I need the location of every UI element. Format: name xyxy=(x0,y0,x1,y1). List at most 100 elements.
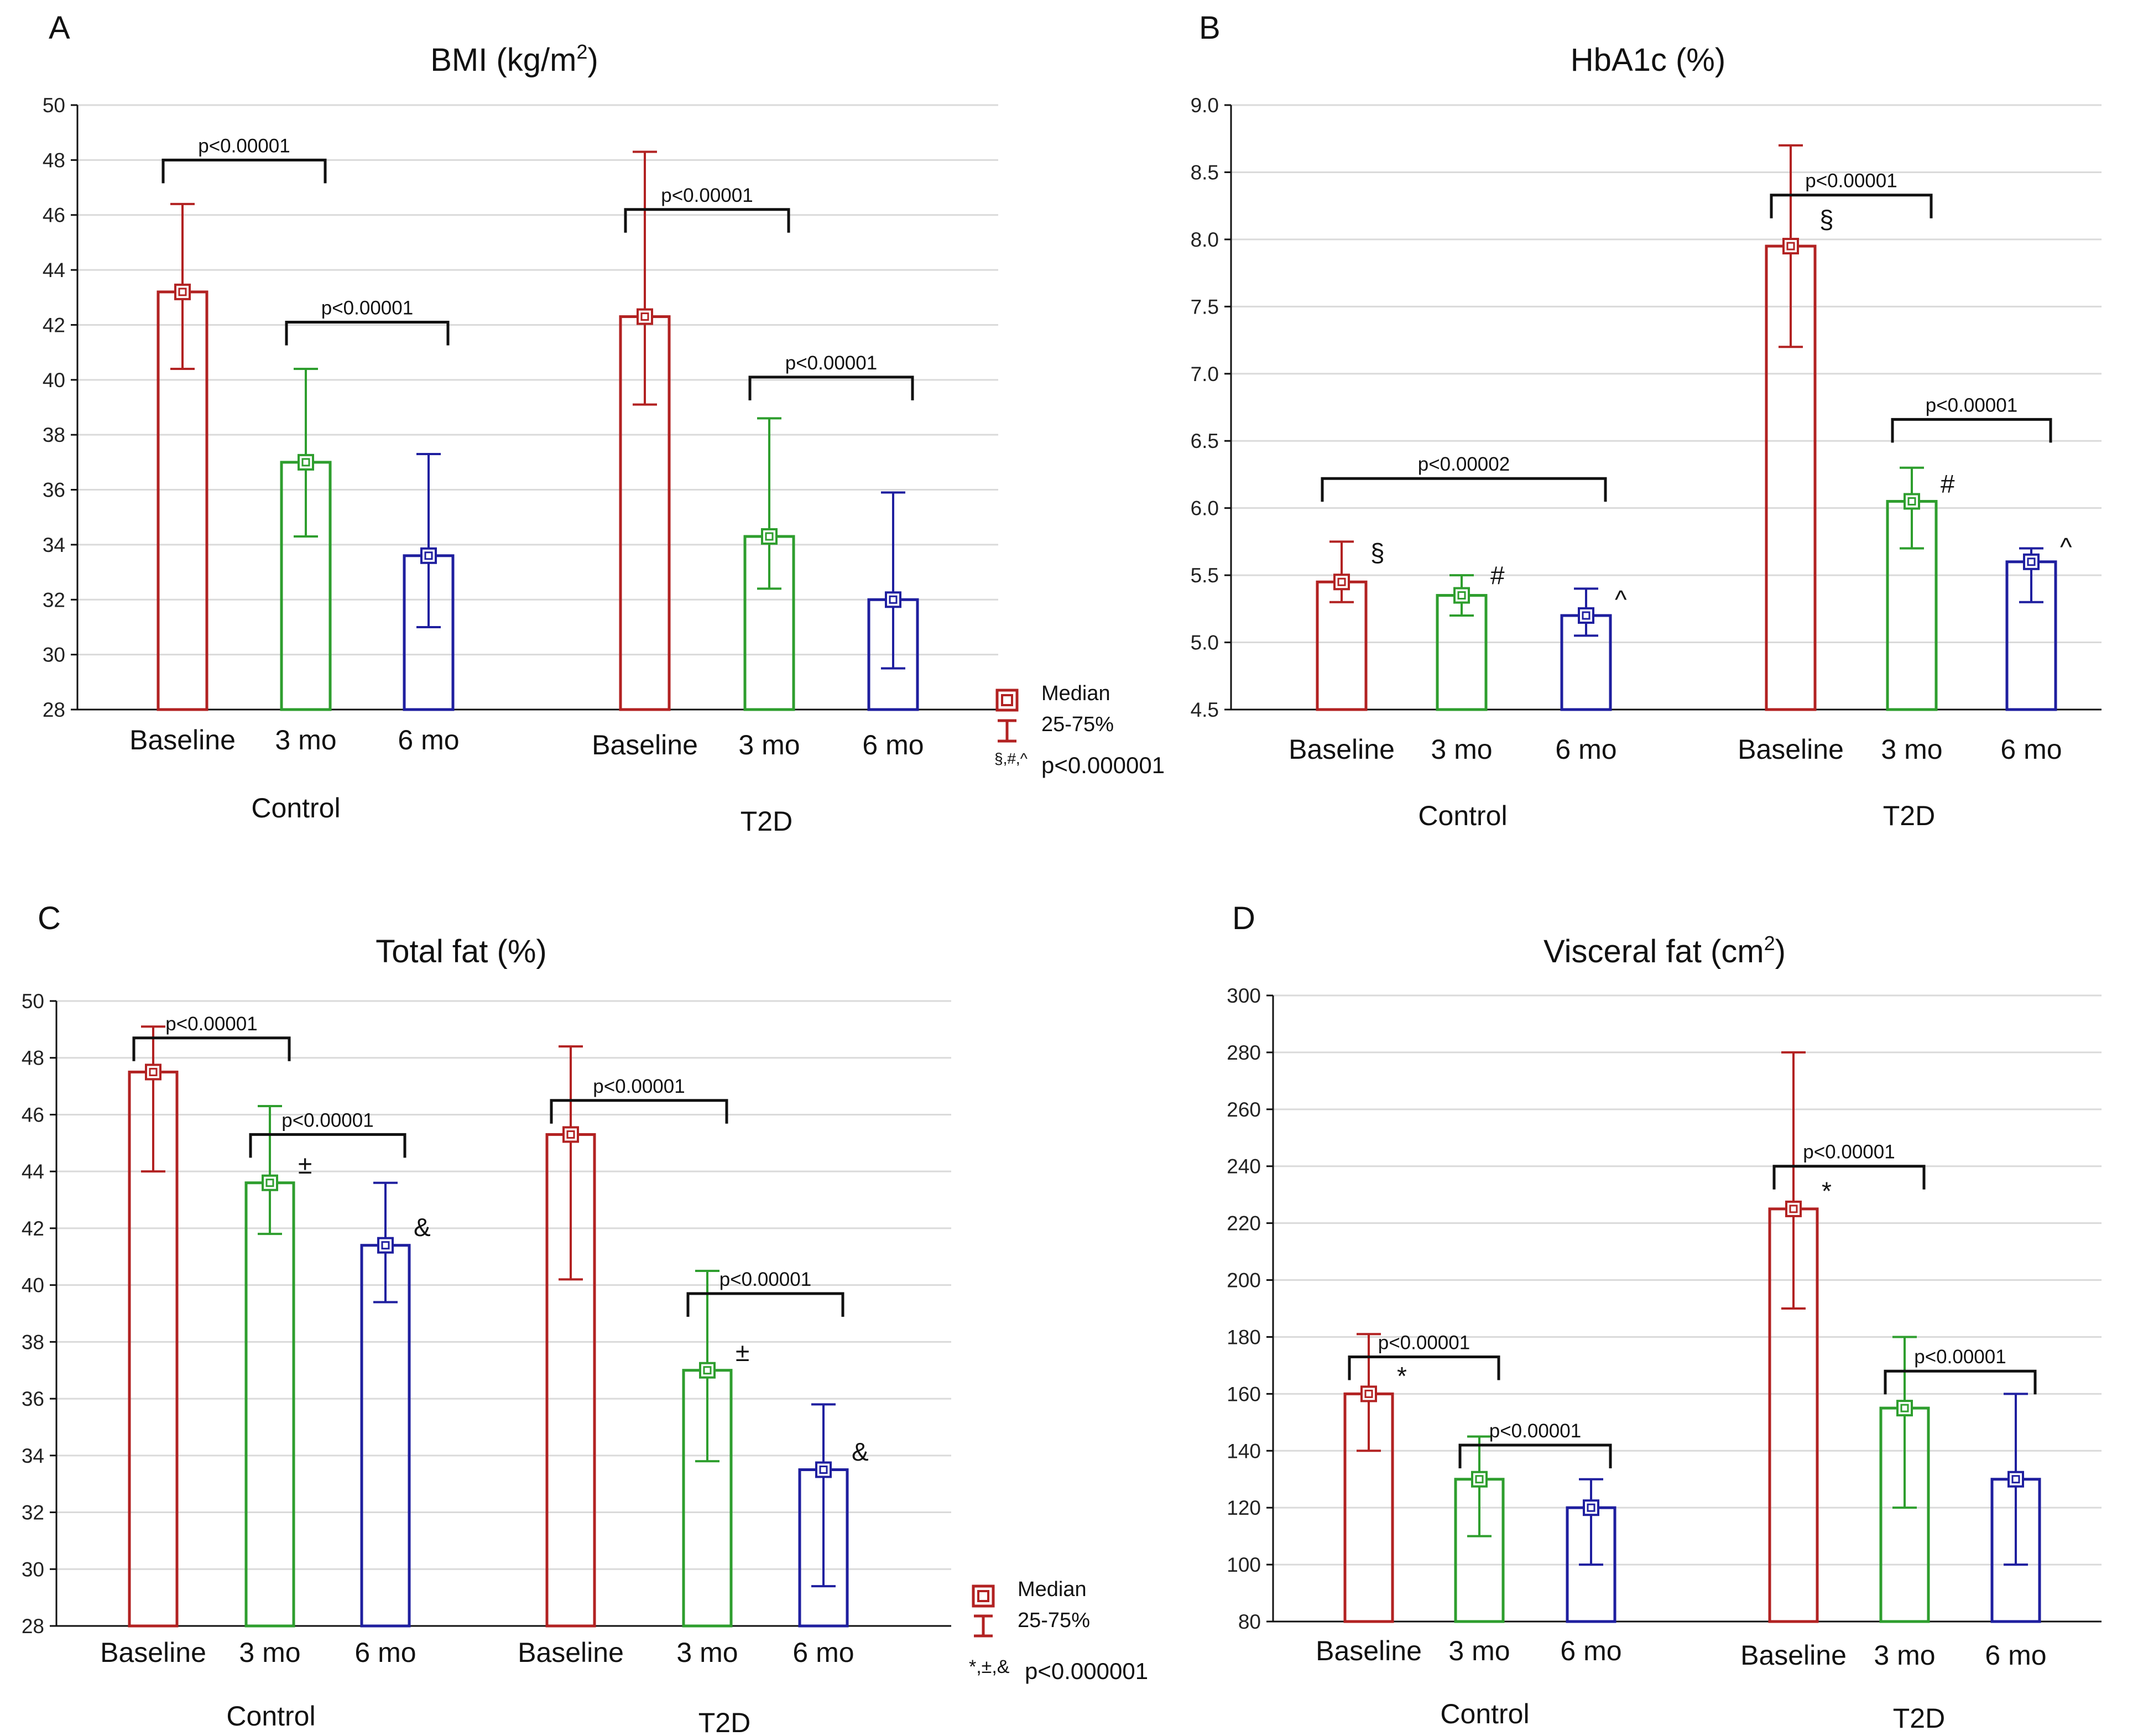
panel-title-main: HbA1c (%) xyxy=(1571,42,1725,78)
significance-bracket xyxy=(1348,1355,1500,1380)
category-label: 3 mo xyxy=(239,1637,300,1668)
group-label: T2D xyxy=(1883,800,1935,831)
y-tick-label: 44 xyxy=(22,1160,44,1183)
significance-bracket xyxy=(132,1036,291,1061)
category-label: 6 mo xyxy=(2000,734,2062,765)
p-value-label: p<0.00002 xyxy=(1418,453,1510,475)
y-tick-label: 300 xyxy=(1227,984,1261,1007)
p-value-label: p<0.00001 xyxy=(1926,394,2017,416)
p-value-label: p<0.00001 xyxy=(281,1109,373,1131)
median-marker xyxy=(885,591,901,608)
category-label: 3 mo xyxy=(676,1637,738,1668)
median-marker xyxy=(1578,607,1594,624)
y-tick-label: 30 xyxy=(43,644,65,666)
y-tick-label: 48 xyxy=(43,149,65,171)
significance-marker: # xyxy=(1941,470,1955,498)
group-label: T2D xyxy=(741,806,792,837)
y-tick-label: 8.0 xyxy=(1191,228,1219,251)
y-tick-label: 200 xyxy=(1227,1269,1261,1292)
median-marker-inner xyxy=(765,532,774,541)
median-marker-inner xyxy=(703,1366,712,1375)
y-tick-label: 100 xyxy=(1227,1553,1261,1576)
significance-marker: ^ xyxy=(2060,533,2072,561)
p-value-label: p<0.00001 xyxy=(321,297,413,319)
significance-bracket xyxy=(249,1133,406,1158)
y-tick-label: 40 xyxy=(22,1274,44,1297)
category-label: 6 mo xyxy=(862,729,924,760)
y-tick-label: 38 xyxy=(43,424,65,446)
median-marker-inner xyxy=(424,551,433,560)
median-marker xyxy=(1333,574,1350,591)
y-tick-label: 48 xyxy=(22,1047,44,1070)
y-tick-label: 34 xyxy=(43,534,65,556)
panel-title-end: ) xyxy=(1775,934,1786,969)
p-value-label: p<0.00001 xyxy=(165,1013,257,1035)
median-marker xyxy=(420,547,437,564)
median-marker-inner xyxy=(566,1130,575,1139)
median-marker-inner xyxy=(1337,577,1346,586)
significance-marker: ± xyxy=(298,1150,312,1179)
y-tick-label: 30 xyxy=(22,1558,44,1581)
y-tick-label: 28 xyxy=(43,698,65,721)
legend-panel-c: Median 25-75% *,±,& p<0.000001 xyxy=(969,1578,1148,1684)
y-tick-label: 8.5 xyxy=(1191,161,1219,184)
median-marker-inner xyxy=(149,1067,158,1076)
median-marker xyxy=(1471,1471,1488,1488)
category-label: Baseline xyxy=(518,1637,624,1668)
y-tick-label: 34 xyxy=(22,1445,44,1467)
category-label: 3 mo xyxy=(1448,1635,1510,1666)
legend-significance-note: p<0.000001 xyxy=(1025,1658,1148,1684)
bar-3-mo xyxy=(244,1181,295,1628)
category-label: 6 mo xyxy=(398,724,459,755)
legend-median-label: Median xyxy=(1018,1578,1087,1601)
y-tick-label: 50 xyxy=(22,990,44,1013)
median-marker-inner xyxy=(1457,591,1466,600)
y-tick-label: 44 xyxy=(43,259,65,281)
panel-title-main: Visceral fat (cm xyxy=(1543,934,1764,969)
group-label: Control xyxy=(251,793,340,823)
group-label: Control xyxy=(226,1701,315,1732)
category-label: 6 mo xyxy=(1555,734,1616,765)
y-tick-label: 36 xyxy=(43,479,65,502)
category-label: 3 mo xyxy=(275,724,336,755)
significance-marker: * xyxy=(1397,1362,1407,1390)
median-marker xyxy=(145,1064,161,1081)
significance-bracket xyxy=(624,208,790,233)
legend-median-symbol xyxy=(972,1584,995,1608)
median-marker-inner xyxy=(819,1466,828,1474)
y-tick-label: 7.5 xyxy=(1191,295,1219,318)
significance-bracket xyxy=(1770,194,1933,218)
p-value-label: p<0.00001 xyxy=(593,1076,685,1097)
legend-significance-marks: *,±,& xyxy=(969,1656,1010,1677)
panel-title-main: Total fat (%) xyxy=(376,934,546,969)
panel-b: B HbA1c (%) 4.5 5.0 5.5 6.0 6.5 7.0 7.5 8.0 8.5 9.0… xyxy=(1191,10,2102,831)
y-tick-label: 40 xyxy=(43,369,65,392)
significance-marker: * xyxy=(1822,1176,1832,1205)
y-tick-label: 120 xyxy=(1227,1497,1261,1519)
y-tick-label: 6.5 xyxy=(1191,430,1219,452)
category-label: Baseline xyxy=(1740,1640,1847,1671)
median-marker xyxy=(1583,1499,1599,1516)
median-marker xyxy=(1782,238,1799,255)
y-tick-label: 240 xyxy=(1227,1155,1261,1178)
median-marker-inner xyxy=(1364,1389,1373,1398)
median-marker xyxy=(377,1237,394,1254)
legend-significance-marks: §,#,^ xyxy=(994,750,1028,767)
panel-title: HbA1c (%) xyxy=(1571,42,1725,78)
legend-significance-note: p<0.000001 xyxy=(1041,752,1165,778)
y-tick-label: 7.0 xyxy=(1191,363,1219,385)
y-tick-label: 42 xyxy=(43,314,65,336)
y-tick-label: 280 xyxy=(1227,1041,1261,1064)
significance-marker: § xyxy=(1819,205,1834,234)
panel-title: Total fat (%) xyxy=(376,934,546,969)
y-tick-label: 32 xyxy=(43,588,65,611)
category-label: 3 mo xyxy=(1874,1640,1935,1671)
category-label: Baseline xyxy=(592,729,698,760)
median-marker-inner xyxy=(178,288,187,296)
y-tick-label: 46 xyxy=(22,1103,44,1126)
y-tick-label: 6.0 xyxy=(1191,497,1219,520)
y-tick-label: 80 xyxy=(1238,1610,1261,1633)
median-marker-inner xyxy=(1786,242,1795,251)
panel-title-end: ) xyxy=(587,42,598,78)
